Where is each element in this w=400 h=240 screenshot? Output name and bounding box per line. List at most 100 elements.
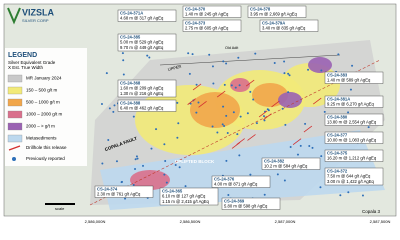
callout-box [211, 175, 271, 188]
legend-swatch [7, 86, 23, 95]
legend-swatch [7, 110, 23, 119]
callout-box [117, 33, 177, 52]
callout-line: 10.2 m @ 584 g/t AgEq [264, 164, 308, 169]
callout-id: CS-24-380 [327, 114, 348, 119]
drill-dot [134, 167, 137, 170]
callout-id: CS-24-371A [120, 10, 143, 15]
drill-dot [225, 114, 228, 117]
callout-id: CS-24-382 [264, 158, 285, 163]
drill-dot [163, 143, 166, 146]
drill-dot [221, 123, 224, 126]
drill-dot [136, 157, 139, 160]
drill-dot [176, 136, 179, 139]
drill-dot [112, 110, 115, 113]
drill-dot [249, 90, 252, 93]
callout-box [182, 19, 242, 32]
drill-trace [231, 142, 241, 149]
drill-dot [105, 72, 108, 75]
callout-box [159, 187, 219, 206]
callout-id: CS-24-383 [327, 72, 348, 77]
callout-id: CS-24-374 [97, 186, 118, 191]
coord-label: 2,586,000N [85, 219, 106, 224]
callout-id: CS-24-370 [185, 6, 206, 11]
drill-dot [283, 179, 286, 182]
drill-dot [113, 104, 116, 107]
drill-dot [283, 60, 286, 63]
drill-dot [225, 159, 228, 162]
callout-line: 4.68 m @ 317 g/t AgEq [120, 16, 164, 21]
drill-dot [281, 107, 284, 110]
drill-dot [122, 59, 125, 62]
drill-dot [142, 164, 145, 167]
drill-dot [263, 193, 266, 196]
legend-label: Previously reported [26, 156, 65, 161]
callout-id: CS-24-375 [327, 150, 348, 155]
drill-trace [247, 134, 256, 141]
drill-dot [255, 122, 258, 125]
callout-line: 10.00 m @ 1,083 g/t AgEq [327, 138, 377, 143]
callout-box [324, 167, 384, 186]
drill-dot [135, 155, 138, 158]
drill-dot [323, 110, 326, 113]
callout-id: CS-24-369 [224, 198, 245, 203]
legend-label: 500 – 1000 g/t m [26, 100, 60, 105]
legend-swatch [7, 74, 23, 83]
callout-line: 2.75 m @ 605 g/t AgEq [185, 26, 229, 31]
callout-line: 3.00 m @ 1,422 g/t AgEq [327, 179, 375, 184]
drill-trace [187, 98, 196, 105]
drill-dot [339, 194, 342, 197]
drill-dot [287, 72, 290, 75]
callout-line: 7.50 m @ 644 g/t AgEq [327, 174, 371, 179]
callout-id: CS-24-377 [327, 132, 348, 137]
drill-trace [313, 97, 322, 105]
drill-trace [258, 110, 268, 118]
callout-box [117, 99, 177, 112]
scale-label: scale [55, 206, 65, 211]
drill-dot [174, 163, 177, 166]
legend-swatch [7, 134, 23, 143]
logo: VIZSLA [22, 7, 55, 17]
callout-line: 5.80 m @ 598 g/t AgEq [224, 204, 268, 209]
drill-dot [124, 197, 127, 200]
drill-dot [234, 86, 237, 89]
drill-dot [227, 194, 230, 197]
legend-label: MR January 2024 [26, 76, 62, 81]
drill-dot [212, 82, 215, 85]
drill-dot [246, 112, 249, 115]
callout-line: 4.00 m @ 871 g/t AgEq [214, 182, 258, 187]
drill-dot [216, 131, 219, 134]
callout-id: CS-24-368 [120, 80, 141, 85]
drill-dot [232, 111, 235, 114]
drill-dots [100, 49, 374, 200]
callout-line: 6.40 m @ 462 g/t AgEq [120, 106, 164, 111]
callout-box [261, 157, 321, 170]
scale-bar [45, 203, 75, 205]
drill-dot [273, 61, 276, 64]
drill-dot [101, 162, 104, 165]
drill-dot [191, 53, 194, 56]
drill-dot [108, 107, 111, 110]
drill-dot [211, 65, 214, 68]
legend-title: LEGEND [8, 52, 37, 59]
drill-dot [121, 52, 124, 55]
callout-line: 6.10 m @ 127 g/t AgEq [162, 194, 206, 199]
drill-dot [307, 68, 310, 71]
callout-line: 1.15 m @ 2,415 g/t AgEq [162, 199, 210, 204]
drill-dot [319, 186, 322, 189]
drill-dot [263, 119, 266, 122]
drill-dot [107, 139, 110, 142]
coord-label: 2,586,500N [180, 219, 201, 224]
drill-dot [134, 158, 137, 161]
drill-dot [226, 132, 229, 135]
drill-dot [177, 122, 180, 125]
drill-dot [283, 72, 286, 75]
drill-dot [148, 56, 151, 59]
drill-dot [289, 146, 292, 149]
legend-swatch [7, 122, 23, 131]
coord-label: 2,587,000N [275, 219, 296, 224]
drill-dot [308, 145, 311, 148]
callout-box [182, 5, 242, 18]
drill-trace [192, 83, 202, 91]
drill-dot [349, 88, 352, 91]
drill-trace [271, 100, 280, 108]
